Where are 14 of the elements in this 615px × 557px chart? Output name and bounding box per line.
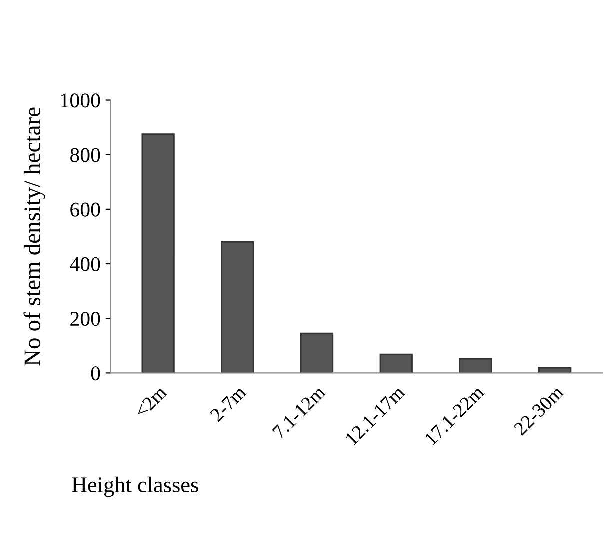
bar (380, 354, 413, 374)
y-tick-label: 600 (70, 202, 100, 217)
x-axis-title: Height classes (72, 476, 198, 498)
y-tick-label: 800 (70, 148, 100, 162)
bar (459, 358, 492, 374)
y-tick-label: 1000 (61, 94, 100, 108)
x-tick-label: <2m (134, 384, 168, 418)
bar (300, 332, 334, 374)
y-tick-label: 0 (91, 366, 100, 381)
y-tick-label: 400 (70, 257, 100, 272)
bar (142, 134, 175, 374)
bar (221, 241, 254, 374)
y-axis-title: No of stem density/ hectare (24, 108, 46, 366)
y-tick-label: 200 (70, 312, 100, 326)
